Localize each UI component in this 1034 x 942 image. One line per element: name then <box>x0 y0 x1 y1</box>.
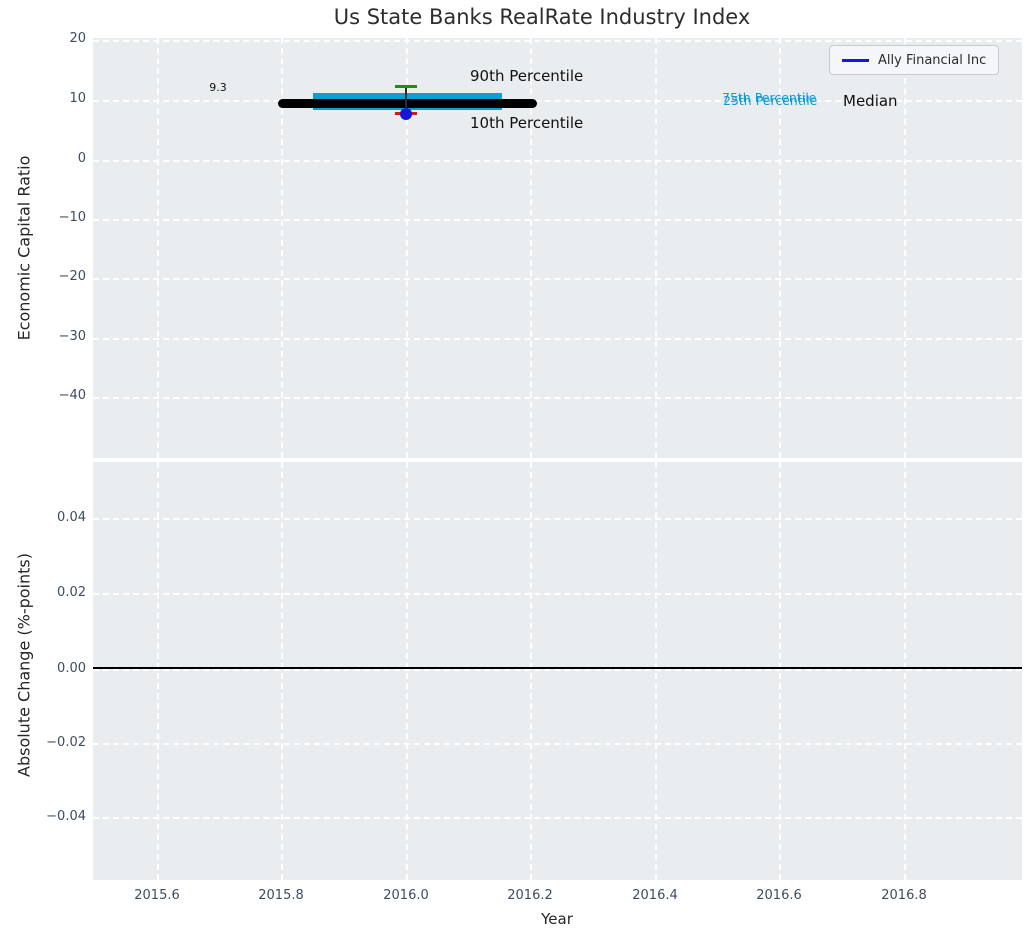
ytick-label: 0 <box>77 151 86 166</box>
gridline-v <box>655 38 657 458</box>
axes-absolute-change <box>93 462 1022 880</box>
legend-label: Ally Financial Inc <box>878 52 987 68</box>
ytick-label: −20 <box>58 269 86 284</box>
ytick-label: −40 <box>58 388 86 403</box>
ytick-label: −30 <box>58 329 86 344</box>
gridline-v <box>530 462 532 880</box>
gridline-v <box>904 38 906 458</box>
gridline-v <box>655 462 657 880</box>
gridline-h <box>93 219 1022 221</box>
ytick-label: −0.04 <box>46 809 86 824</box>
ytick-label: −0.02 <box>46 735 86 750</box>
gridline-v <box>281 38 283 458</box>
ytick-label: 20 <box>69 31 86 46</box>
xtick-label: 2016.4 <box>632 888 678 903</box>
xtick-label: 2016.2 <box>507 888 553 903</box>
gridline-h <box>93 669 1022 671</box>
ytick-label: 0.04 <box>57 510 86 525</box>
errorbar-cap-90th <box>395 85 417 88</box>
x-axis-label: Year <box>541 910 573 928</box>
annotation-25th-percentile: 25th Percentile <box>723 93 818 108</box>
gridline-v <box>406 462 408 880</box>
annotation-75th-percentile: 75th Percentile <box>722 90 817 105</box>
xtick-label: 2015.8 <box>258 888 304 903</box>
annotation-90th-percentile: 90th Percentile <box>470 67 584 85</box>
gridline-h <box>93 518 1022 520</box>
gridline-h <box>93 593 1022 595</box>
gridline-h <box>93 817 1022 819</box>
annotation-median-value: 9.3 <box>209 81 227 94</box>
ytick-label: 0.02 <box>57 585 86 600</box>
gridline-v <box>281 462 283 880</box>
y-axis-label-bottom: Absolute Change (%-points) <box>14 553 34 777</box>
chart-title: Us State Banks RealRate Industry Index <box>333 5 751 29</box>
y-axis-label-top: Economic Capital Ratio <box>14 155 34 341</box>
gridline-v <box>157 38 159 458</box>
gridline-v <box>157 462 159 880</box>
gridline-h <box>93 338 1022 340</box>
xtick-label: 2015.6 <box>134 888 180 903</box>
axes-economic-capital-ratio: 9.3 90th Percentile 10th Percentile 75th… <box>93 38 1022 458</box>
errorbar-stem <box>405 87 407 114</box>
legend-line-icon <box>842 58 869 62</box>
gridline-h <box>93 743 1022 745</box>
annotation-median-label: Median <box>843 92 898 110</box>
ytick-label: 0.00 <box>57 661 86 676</box>
annotation-10th-percentile: 10th Percentile <box>470 114 584 132</box>
gridline-h <box>93 100 1022 102</box>
gridline-v <box>904 462 906 880</box>
gridline-h <box>93 40 1022 42</box>
xtick-label: 2016.0 <box>383 888 429 903</box>
subplot-divider <box>93 458 1022 462</box>
ally-financial-data-point <box>400 108 412 120</box>
gridline-h <box>93 278 1022 280</box>
gridline-h <box>93 397 1022 399</box>
gridline-v <box>406 38 408 458</box>
gridline-h <box>93 160 1022 162</box>
xtick-label: 2016.8 <box>881 888 927 903</box>
gridline-v <box>779 38 781 458</box>
median-line <box>278 99 537 108</box>
ytick-label: 10 <box>69 91 86 106</box>
gridline-v <box>779 462 781 880</box>
legend: Ally Financial Inc <box>829 45 1000 75</box>
gridline-v <box>530 38 532 458</box>
zero-line <box>93 667 1022 669</box>
ytick-label: −10 <box>58 210 86 225</box>
xtick-label: 2016.6 <box>756 888 802 903</box>
